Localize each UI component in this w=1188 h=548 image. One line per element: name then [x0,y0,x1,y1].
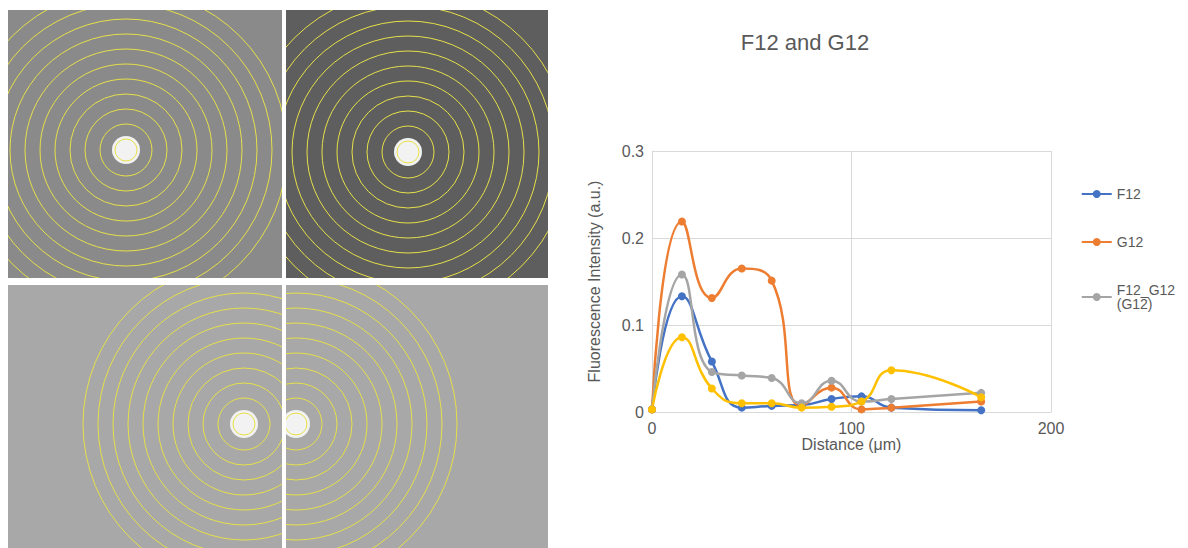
svg-text:G12: G12 [1117,234,1144,250]
svg-text:F12: F12 [1117,186,1141,202]
svg-text:Fluorescence Intensity (a.u.): Fluorescence Intensity (a.u.) [586,181,603,383]
svg-text:F12_G12: F12_G12 [1116,282,1179,298]
svg-text:200: 200 [1038,420,1065,437]
svg-text:100: 100 [838,420,865,437]
svg-text:(G12): (G12) [1117,296,1153,312]
svg-text:F12 and G12: F12 and G12 [741,30,869,55]
svg-text:Distance (μm): Distance (μm) [802,436,902,453]
svg-text:0.1: 0.1 [622,317,644,334]
svg-text:0.2: 0.2 [622,230,644,247]
svg-text:0: 0 [648,420,657,437]
svg-text:0.3: 0.3 [622,143,644,160]
svg-text:0: 0 [635,404,644,421]
